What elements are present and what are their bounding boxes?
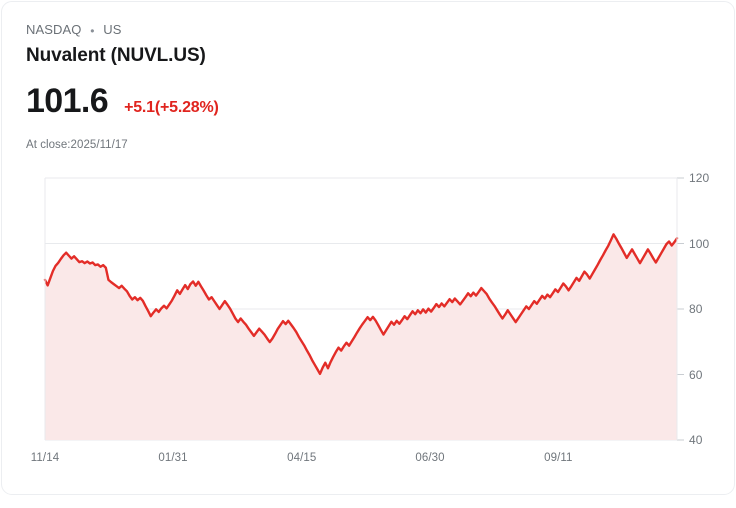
page-title: Nuvalent (NUVL.US)	[26, 44, 206, 66]
market-status-note: At close:2025/11/17	[26, 139, 128, 151]
stock-quote-card: NASDAQ • US Nuvalent (NUVL.US) 101.6 +5.…	[1, 1, 735, 495]
price-change: +5.1(+5.28%)	[124, 99, 219, 116]
x-axis-label: 09/11	[544, 452, 573, 464]
y-axis-label: 120	[689, 171, 710, 185]
x-axis-label: 11/14	[30, 452, 60, 464]
y-axis-label: 100	[689, 236, 710, 251]
y-axis-label: 80	[689, 302, 703, 316]
exchange-line: NASDAQ • US	[26, 22, 626, 39]
x-axis-label: 01/31	[158, 452, 188, 464]
exchange-name: NASDAQ	[26, 22, 82, 37]
x-axis-label: 04/15	[287, 452, 317, 464]
price-line	[43, 233, 679, 376]
price-area-fill	[45, 234, 677, 440]
price-row: 101.6 +5.1(+5.28%)	[26, 80, 219, 122]
quote-header: NASDAQ • US Nuvalent (NUVL.US)	[26, 22, 626, 68]
axis-ticks	[677, 177, 684, 441]
price-value: 101.6	[26, 82, 109, 120]
x-axis-label: 06/30	[415, 452, 445, 464]
region-code: US	[103, 22, 122, 37]
separator-dot: •	[90, 23, 95, 38]
y-axis-label: 60	[689, 367, 703, 382]
price-chart[interactable]: 120 100 80 60 40 11/14 01/31 04/15 06/30 09/11	[2, 162, 736, 482]
y-axis-label: 40	[689, 433, 703, 447]
price-chart-svg	[43, 177, 684, 441]
